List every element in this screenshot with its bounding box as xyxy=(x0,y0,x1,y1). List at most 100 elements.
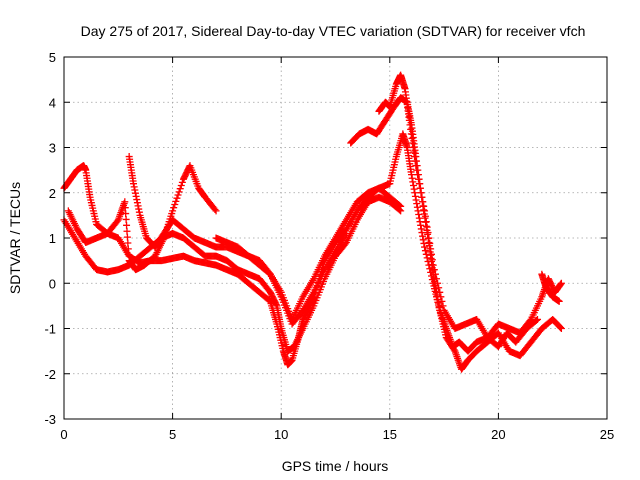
data-point xyxy=(419,236,427,244)
data-point xyxy=(557,280,565,288)
data-point xyxy=(411,192,419,200)
x-tick-label: 5 xyxy=(169,427,176,442)
data-point xyxy=(427,245,435,253)
data-point xyxy=(423,223,431,231)
data-point xyxy=(130,183,138,191)
data-point xyxy=(421,243,429,251)
data-point xyxy=(557,279,565,287)
data-point xyxy=(131,189,139,197)
data-point xyxy=(178,178,186,186)
data-point xyxy=(125,251,133,259)
x-tick-label: 0 xyxy=(60,427,67,442)
data-point xyxy=(272,301,280,309)
data-point xyxy=(418,229,426,237)
data-point xyxy=(342,229,350,237)
data-point xyxy=(121,198,129,206)
data-point xyxy=(412,162,420,170)
data-point xyxy=(533,315,541,323)
data-point xyxy=(409,139,417,147)
y-tick-label: 0 xyxy=(49,276,56,291)
data-point xyxy=(173,194,181,202)
data-point xyxy=(413,166,421,174)
data-point xyxy=(429,261,437,269)
data-point xyxy=(410,185,418,193)
x-tick-label: 15 xyxy=(383,427,397,442)
data-point xyxy=(433,292,441,300)
data-point xyxy=(171,201,179,209)
data-point xyxy=(420,239,428,247)
data-point xyxy=(416,184,424,192)
data-point xyxy=(124,245,132,253)
data-point xyxy=(174,191,182,199)
data-point xyxy=(430,266,438,274)
data-point xyxy=(123,227,131,235)
data-point xyxy=(439,302,447,310)
data-point xyxy=(133,199,141,207)
data-point xyxy=(434,279,442,287)
chart-title: Day 275 of 2017, Sidereal Day-to-day VTE… xyxy=(81,23,586,39)
data-point xyxy=(176,185,184,193)
y-tick-label: 4 xyxy=(49,95,56,110)
data-point xyxy=(409,182,417,190)
data-point xyxy=(532,316,540,324)
data-point xyxy=(428,256,436,264)
y-tick-label: -2 xyxy=(44,367,56,382)
data-point xyxy=(407,125,415,133)
data-point xyxy=(557,324,565,332)
y-tick-label: 5 xyxy=(49,50,56,65)
data-point xyxy=(414,207,422,215)
x-axis-label: GPS time / hours xyxy=(282,458,389,474)
y-tick-label: -1 xyxy=(44,322,56,337)
x-tick-label: 25 xyxy=(600,427,614,442)
data-point xyxy=(436,288,444,296)
data-point xyxy=(409,178,417,186)
data-point xyxy=(122,215,130,223)
data-point xyxy=(421,212,429,220)
data-point xyxy=(169,207,177,215)
series-trace-a xyxy=(60,130,565,373)
data-point xyxy=(437,293,445,301)
y-tick-label: 3 xyxy=(49,141,56,156)
data-point xyxy=(414,171,422,179)
y-axis-label: SDTVAR / TECUs xyxy=(7,182,23,294)
data-point xyxy=(526,317,534,325)
data-point xyxy=(175,188,183,196)
data-point xyxy=(413,203,421,211)
data-point xyxy=(435,284,443,292)
data-point xyxy=(172,197,180,205)
data-point xyxy=(409,144,417,151)
data-point xyxy=(418,193,426,201)
data-point xyxy=(431,270,439,278)
data-point xyxy=(177,182,185,190)
data-point xyxy=(133,196,141,204)
y-tick-label: -3 xyxy=(44,412,56,427)
data-point xyxy=(396,201,404,209)
x-tick-label: 10 xyxy=(274,427,288,442)
data-point xyxy=(555,297,563,305)
data-point xyxy=(124,239,132,247)
data-point xyxy=(415,180,423,188)
x-tick-label: 20 xyxy=(491,427,505,442)
data-point xyxy=(123,233,131,241)
data-point xyxy=(131,186,139,194)
data-point xyxy=(122,210,130,218)
data-point xyxy=(413,200,421,208)
y-tick-labels: -3 -2 -1 0 1 2 3 4 5 xyxy=(44,50,56,427)
data-point xyxy=(432,275,440,283)
data-point xyxy=(411,153,419,161)
data-point xyxy=(408,174,416,182)
series-trace-d xyxy=(64,162,220,274)
data-point xyxy=(421,207,429,215)
data-point xyxy=(414,175,422,183)
data-point xyxy=(135,205,143,213)
data-point xyxy=(417,189,425,197)
data-point xyxy=(422,218,430,226)
data-point xyxy=(417,221,425,229)
y-tick-label: 2 xyxy=(49,186,56,201)
data-point xyxy=(417,225,425,233)
data-point xyxy=(421,247,429,255)
data-point xyxy=(424,229,432,237)
data-point xyxy=(134,202,142,210)
data-point xyxy=(121,204,129,212)
